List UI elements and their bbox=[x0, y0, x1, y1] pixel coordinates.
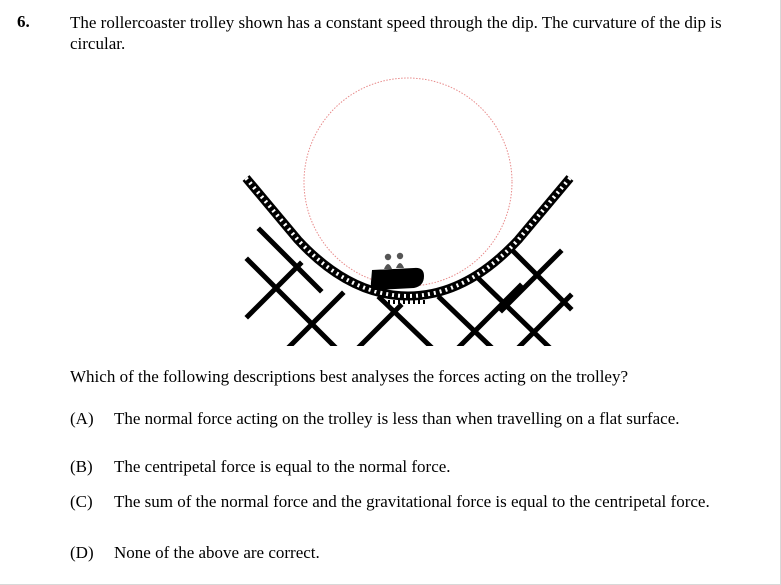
question-number: 6. bbox=[17, 12, 30, 31]
option-a[interactable]: (A) The normal force acting on the troll… bbox=[70, 408, 760, 429]
option-letter: (A) bbox=[70, 409, 94, 428]
track-supports bbox=[244, 226, 574, 346]
option-text: None of the above are correct. bbox=[114, 543, 320, 562]
option-d[interactable]: (D) None of the above are correct. bbox=[70, 542, 760, 563]
option-text: The centripetal force is equal to the no… bbox=[114, 457, 451, 476]
option-text: The normal force acting on the trolley i… bbox=[114, 409, 680, 428]
question-stem: The rollercoaster trolley shown has a co… bbox=[70, 13, 722, 53]
option-letter: (C) bbox=[70, 492, 93, 511]
curvature-circle bbox=[303, 77, 513, 287]
option-c[interactable]: (C) The sum of the normal force and the … bbox=[70, 491, 760, 512]
option-text: The sum of the normal force and the grav… bbox=[114, 492, 710, 511]
rollercoaster-figure bbox=[242, 77, 574, 346]
option-letter: (D) bbox=[70, 543, 94, 562]
trolley bbox=[370, 252, 424, 290]
option-b[interactable]: (B) The centripetal force is equal to th… bbox=[70, 456, 760, 477]
question-prompt: Which of the following descriptions best… bbox=[70, 367, 629, 386]
track-rail bbox=[242, 175, 574, 301]
option-letter: (B) bbox=[70, 457, 93, 476]
